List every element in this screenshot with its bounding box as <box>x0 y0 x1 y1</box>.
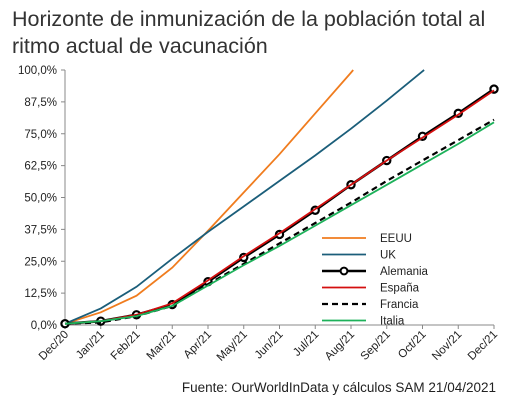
legend-label-espana: España <box>380 283 420 295</box>
legend-label-italia: Italia <box>380 316 405 328</box>
chart-legend: EEUU UK Alemania España Francia Italia <box>322 233 429 328</box>
legend-label-uk: UK <box>380 250 396 262</box>
series-line-francia <box>64 118 495 325</box>
y-tick-label: 100,0% <box>18 65 57 77</box>
x-tick-label: Nov/21 <box>430 329 464 363</box>
x-tick-label: Dec/21 <box>466 329 500 363</box>
x-tick-label: Apr/21 <box>182 329 214 361</box>
chart-series <box>60 69 499 329</box>
series-line-eeuu <box>64 69 354 325</box>
series-line-italia <box>64 121 495 325</box>
y-tick-label: 12,5% <box>24 288 57 300</box>
y-tick-label: 0,0% <box>31 320 57 332</box>
y-tick-label: 50,0% <box>24 193 57 205</box>
legend-marker-alemania <box>339 266 349 276</box>
x-tick-label: Oct/21 <box>396 329 428 361</box>
x-tick-label: Mar/21 <box>145 329 179 363</box>
chart-axes: 0,0% 12,5% 25,0% 37,5% 50,0% 62,5% 75,0% 87,5% 1… <box>18 65 500 364</box>
x-tick-label: Jul/21 <box>291 329 321 359</box>
x-tick-label: May/21 <box>215 329 250 364</box>
x-tick-label: Aug/21 <box>323 329 357 363</box>
x-tick-label: Jun/21 <box>253 329 286 362</box>
x-tick-label: Dec/20 <box>37 329 71 363</box>
y-tick-label: 75,0% <box>24 129 57 141</box>
x-tick-label: Feb/21 <box>109 329 143 363</box>
y-tick-label: 87,5% <box>24 97 57 109</box>
legend-label-alemania: Alemania <box>380 266 429 278</box>
series-line-alemania <box>64 88 495 325</box>
x-tick-label: Sep/21 <box>359 329 393 363</box>
y-tick-label: 62,5% <box>24 161 57 173</box>
legend-label-francia: Francia <box>380 299 419 311</box>
legend-label-eeuu: EEUU <box>380 233 412 245</box>
source-note: Fuente: OurWorldInData y cálculos SAM 21… <box>181 380 496 395</box>
chart-title: Horizonte de inmunización de la població… <box>12 7 486 58</box>
series-line-espana <box>64 89 495 325</box>
y-tick-label: 37,5% <box>24 224 57 236</box>
x-tick-label: Jan/21 <box>74 329 107 362</box>
series-line-uk <box>64 69 425 325</box>
y-tick-label: 25,0% <box>24 256 57 268</box>
